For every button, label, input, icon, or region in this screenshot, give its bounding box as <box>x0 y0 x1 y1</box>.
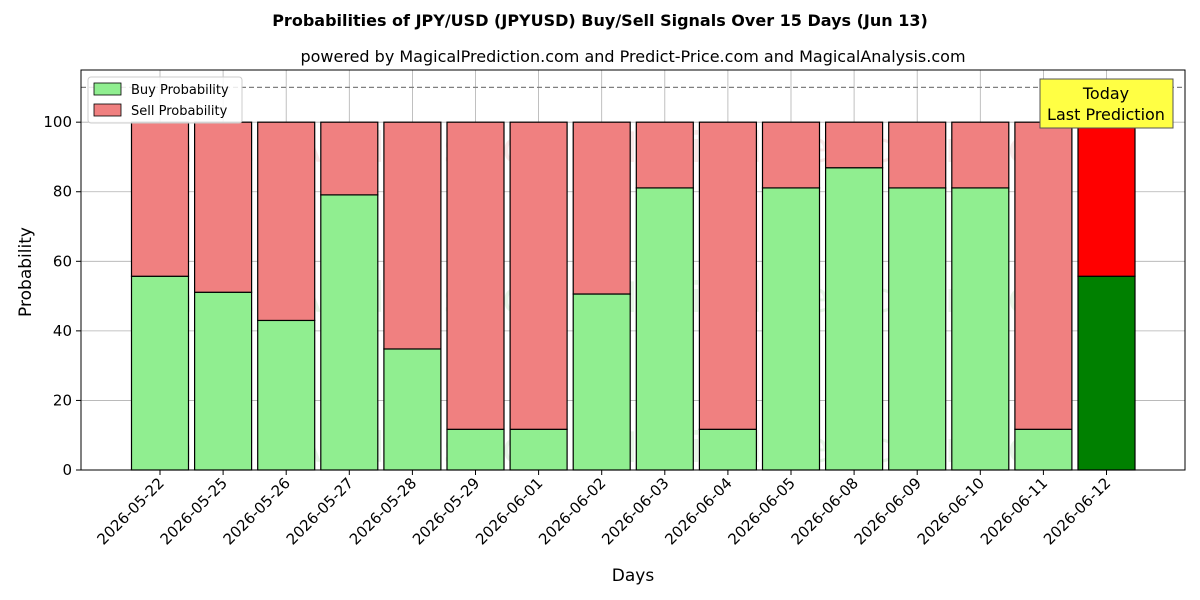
today-label: Today <box>1082 84 1129 103</box>
x-tick-label: 2026-05-29 <box>409 474 483 548</box>
bar-sell <box>572 121 631 295</box>
x-tick-label: 2026-06-11 <box>977 474 1051 548</box>
y-tick-label: 60 <box>53 252 72 270</box>
x-axis-label: Days <box>612 566 655 586</box>
y-axis-label: Probability <box>16 227 36 317</box>
today-annotation: Today Last Prediction <box>1039 78 1174 129</box>
bar-buy <box>130 275 190 471</box>
bar-sell <box>698 121 758 430</box>
legend-label-sell: Sell Probability <box>131 104 228 119</box>
bar-buy <box>572 293 631 471</box>
x-tick-label: 2026-05-27 <box>283 474 357 548</box>
bar-buy <box>888 187 947 471</box>
bar-sell <box>1077 121 1136 277</box>
bar-buy <box>383 348 442 471</box>
bar-sell <box>383 121 442 350</box>
x-tick-label: 2026-05-28 <box>346 474 420 548</box>
x-tick-label: 2026-06-01 <box>472 474 546 548</box>
bar-sell <box>761 121 821 189</box>
legend: Buy Probability Sell Probability <box>87 76 243 124</box>
bar-sell <box>194 121 253 293</box>
last-prediction-label: Last Prediction <box>1047 105 1165 124</box>
legend-swatch-sell <box>93 103 122 117</box>
x-tick-label: 2026-05-26 <box>220 474 294 548</box>
legend-box <box>87 76 243 124</box>
plot-frame <box>80 69 1186 471</box>
bar-buy <box>320 194 379 471</box>
x-tick-label: 2026-06-05 <box>724 474 798 548</box>
bar-buy <box>257 319 316 471</box>
x-tick-label: 2026-06-12 <box>1040 474 1114 548</box>
chart-title: Probabilities of JPY/USD (JPYUSD) Buy/Se… <box>272 11 928 30</box>
x-tick-label: 2026-05-25 <box>157 474 231 548</box>
x-tick-label: 2026-06-09 <box>851 474 925 548</box>
legend-swatch-buy <box>93 82 122 96</box>
y-tick-label: 100 <box>43 113 72 131</box>
bar-sell <box>635 121 694 189</box>
bar-sell <box>824 121 884 169</box>
bar-sell <box>130 121 190 277</box>
bar-buy <box>509 428 568 471</box>
today-annotation-box <box>1039 78 1174 129</box>
bar-buy <box>824 167 884 471</box>
bar-sell <box>320 121 379 196</box>
bar-buy <box>761 187 821 471</box>
legend-label-buy: Buy Probability <box>131 83 229 98</box>
x-tick-label: 2026-06-08 <box>788 474 862 548</box>
bar-sell <box>257 121 316 322</box>
bar-sell <box>951 121 1010 189</box>
bar-buy <box>951 187 1010 471</box>
x-tick-label: 2026-05-22 <box>93 474 167 548</box>
bar-buy <box>635 187 694 471</box>
y-tick-label: 80 <box>53 183 72 201</box>
bar-sell <box>509 121 568 430</box>
bars <box>130 121 1136 471</box>
bar-buy <box>194 291 253 471</box>
bar-sell <box>446 121 505 430</box>
chart-subtitle: powered by MagicalPrediction.com and Pre… <box>300 47 965 66</box>
x-axis: 2026-05-222026-05-252026-05-262026-05-27… <box>93 470 1114 548</box>
bar-buy <box>698 428 758 471</box>
bar-buy <box>446 428 505 471</box>
bar-sell <box>888 121 947 189</box>
bar-sell <box>1014 121 1073 430</box>
x-tick-label: 2026-06-04 <box>661 474 735 548</box>
bar-buy <box>1014 428 1073 471</box>
y-tick-label: 20 <box>53 391 72 409</box>
y-axis: 0 20 40 60 80 100 <box>43 113 81 479</box>
y-tick-label: 0 <box>62 461 72 479</box>
y-tick-label: 40 <box>53 322 72 340</box>
bar-buy <box>1077 275 1136 471</box>
x-tick-label: 2026-06-10 <box>914 474 988 548</box>
x-tick-label: 2026-06-02 <box>535 474 609 548</box>
x-tick-label: 2026-06-03 <box>598 474 672 548</box>
